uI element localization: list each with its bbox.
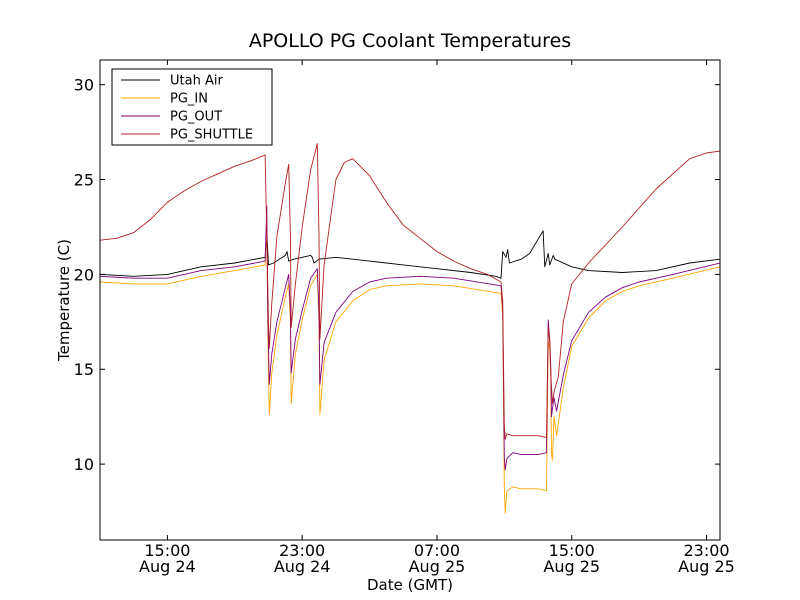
legend-label: PG_IN xyxy=(170,92,208,107)
x-tick-time-label: 15:00 xyxy=(144,541,190,560)
x-tick-time-label: 23:00 xyxy=(279,541,325,560)
y-tick-label: 20 xyxy=(74,265,94,284)
x-tick-date-label: Aug 24 xyxy=(274,557,331,576)
series-line-pg-in xyxy=(100,215,720,514)
legend-box xyxy=(111,68,273,146)
legend-label: PG_OUT xyxy=(170,110,222,125)
x-tick-date-label: Aug 25 xyxy=(678,557,735,576)
series-line-utah-air xyxy=(100,230,720,279)
x-tick-date-label: Aug 25 xyxy=(543,557,600,576)
x-tick-time-label: 07:00 xyxy=(414,541,460,560)
x-tick-time-label: 15:00 xyxy=(549,541,595,560)
series-line-pg-out xyxy=(100,205,720,471)
y-tick-label: 15 xyxy=(74,360,94,379)
legend-label: Utah Air xyxy=(170,74,223,89)
x-tick-date-label: Aug 25 xyxy=(409,557,466,576)
y-tick-label: 10 xyxy=(74,455,94,474)
series-line-pg-shuttle xyxy=(100,143,720,440)
legend-label: PG_SHUTTLE xyxy=(170,128,253,143)
y-tick-label: 30 xyxy=(74,76,94,95)
series-layer xyxy=(100,143,720,514)
y-axis-label: Temperature (C) xyxy=(55,239,73,362)
x-axis-label: Date (GMT) xyxy=(367,576,453,594)
y-tick-label: 25 xyxy=(74,171,94,190)
legend: Utah Air PG_IN PG_OUT PG_SHUTTLE xyxy=(111,68,273,146)
x-tick-date-label: Aug 24 xyxy=(139,557,196,576)
chart-title: APOLLO PG Coolant Temperatures xyxy=(249,30,571,52)
plot-frame xyxy=(99,59,721,541)
x-tick-time-label: 23:00 xyxy=(683,541,729,560)
